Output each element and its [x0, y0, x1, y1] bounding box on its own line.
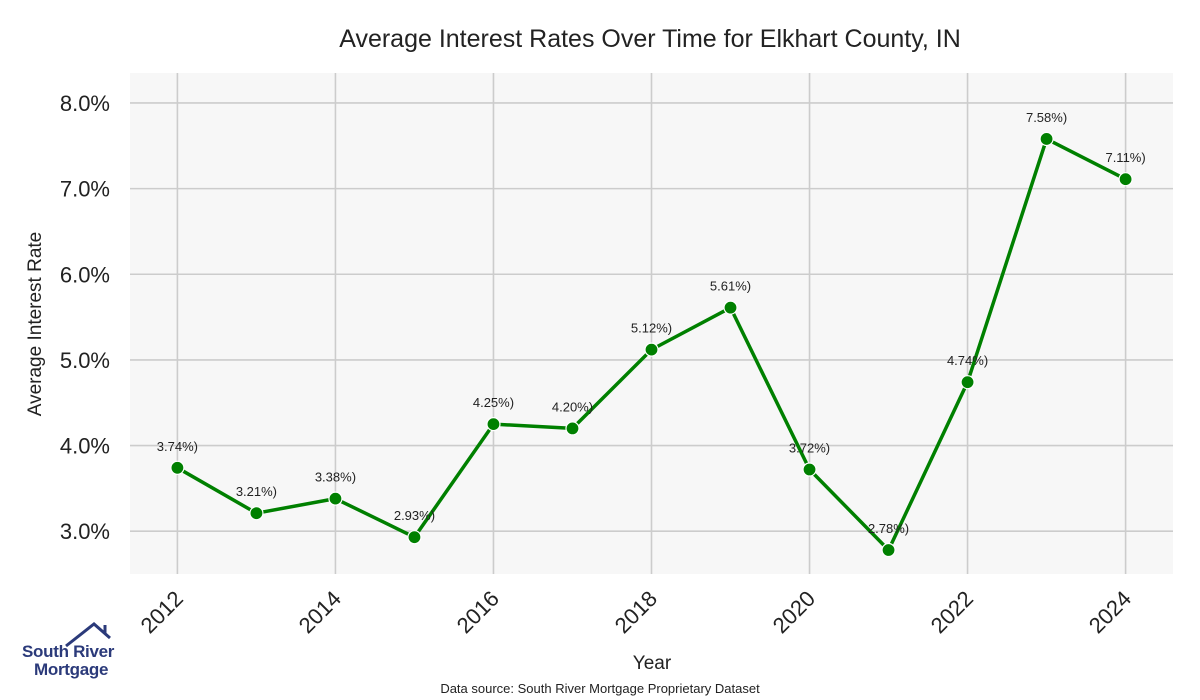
y-tick-label: 5.0%	[60, 348, 110, 373]
data-label: 3.72%)	[789, 441, 830, 456]
data-label: 4.74%)	[947, 353, 988, 368]
data-label: 3.74%)	[157, 439, 198, 454]
data-point	[960, 375, 975, 390]
y-tick-label: 7.0%	[60, 177, 110, 202]
x-tick-label: 2020	[768, 586, 820, 638]
data-label: 7.58%)	[1026, 110, 1067, 125]
data-label: 2.78%)	[868, 521, 909, 536]
data-points	[170, 131, 1133, 558]
x-tick-label: 2012	[136, 586, 188, 638]
data-point	[249, 506, 264, 521]
y-tick-label: 6.0%	[60, 262, 110, 287]
data-source-note: Data source: South River Mortgage Propri…	[440, 681, 760, 696]
data-point	[802, 462, 817, 477]
data-label: 3.38%)	[315, 470, 356, 485]
data-label: 5.12%)	[631, 321, 672, 336]
data-point	[881, 542, 896, 558]
data-point	[328, 491, 343, 506]
data-label: 3.21%)	[236, 484, 277, 499]
x-tick-label: 2024	[1084, 586, 1136, 638]
x-tick-label: 2014	[294, 586, 346, 638]
x-tick-label: 2022	[926, 586, 978, 638]
data-label: 4.20%)	[552, 399, 593, 414]
data-point	[565, 421, 580, 436]
x-axis-label: Year	[633, 653, 672, 674]
x-tick-label: 2016	[452, 586, 504, 638]
house-roof-icon	[65, 622, 111, 648]
data-point	[723, 300, 738, 315]
data-labels: 3.74%) 3.21%) 3.38%) 2.93%) 4.25%) 4.20%) 5.12…	[157, 110, 1146, 536]
south-river-mortgage-logo: South River Mortgage	[22, 620, 122, 682]
x-tick-label: 2018	[610, 586, 662, 638]
logo-text-line1: South River	[22, 642, 115, 661]
data-label: 4.25%)	[473, 395, 514, 410]
x-tick-labels: 2012 2014 2016 2018 2020 2022 2024	[136, 586, 1136, 638]
data-point	[486, 417, 501, 432]
y-tick-labels: 3.0% 4.0% 5.0% 6.0% 7.0% 8.0%	[60, 91, 110, 544]
data-point	[1118, 172, 1133, 187]
x-gridlines	[176, 73, 1127, 574]
y-axis-label: Average Interest Rate	[25, 232, 46, 416]
data-point	[407, 530, 422, 545]
data-point	[170, 460, 185, 475]
data-label: 2.93%)	[394, 508, 435, 523]
logo-text-line2: Mortgage	[34, 660, 109, 679]
data-point	[644, 342, 659, 357]
y-tick-label: 8.0%	[60, 91, 110, 116]
data-label: 7.11%)	[1105, 150, 1145, 165]
chart-title: Average Interest Rates Over Time for Elk…	[339, 25, 961, 53]
data-label: 5.61%)	[710, 279, 751, 294]
y-tick-label: 3.0%	[60, 519, 110, 544]
y-tick-label: 4.0%	[60, 434, 110, 459]
data-point	[1039, 131, 1054, 147]
